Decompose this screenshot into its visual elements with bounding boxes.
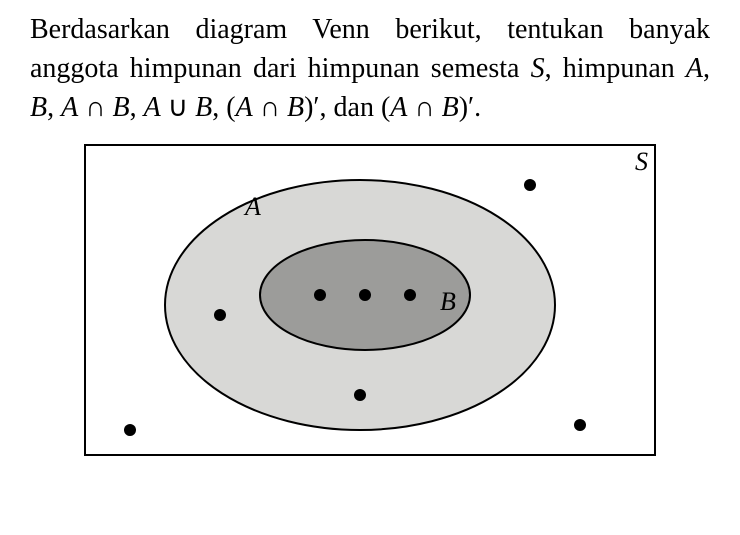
var-A: A (686, 53, 703, 84)
var-B5: B (442, 92, 459, 123)
venn-dot (524, 179, 536, 191)
label-A: A (243, 192, 261, 221)
venn-diagram: S A B (80, 140, 660, 460)
var-A3: A (144, 92, 161, 123)
venn-dot (124, 424, 136, 436)
text-4b: , (130, 92, 144, 123)
venn-diagram-container: S A B (80, 140, 660, 460)
text-4d: )′, dan ( (304, 92, 390, 123)
text-line1: Berdasarkan diagram Venn berikut, (30, 14, 482, 45)
var-A5: A (390, 92, 407, 123)
var-A4: A (236, 92, 253, 123)
text-4e: )′. (459, 92, 481, 123)
var-B: B (30, 92, 47, 123)
text-line3a: himpunan semesta (308, 53, 531, 84)
var-B4: B (287, 92, 304, 123)
var-S: S (531, 53, 545, 84)
text-4c: , ( (212, 92, 235, 123)
label-B: B (440, 287, 456, 316)
venn-dot (314, 289, 326, 301)
text-line3d: , (47, 92, 54, 123)
op-cap2: ∩ (253, 92, 287, 123)
text-line3b: , himpunan (545, 53, 686, 84)
problem-text: Berdasarkan diagram Venn berikut, tentuk… (30, 10, 710, 128)
op-cap3: ∩ (407, 92, 441, 123)
label-S: S (635, 147, 648, 176)
var-B2: B (112, 92, 129, 123)
text-line3c: , (703, 53, 710, 84)
var-A2: A (61, 92, 78, 123)
venn-dot (214, 309, 226, 321)
var-B3: B (195, 92, 212, 123)
op-cup: ∪ (161, 92, 196, 123)
venn-dot (574, 419, 586, 431)
venn-dot (359, 289, 371, 301)
venn-dot (354, 389, 366, 401)
venn-dot (404, 289, 416, 301)
op-cap1: ∩ (78, 92, 112, 123)
